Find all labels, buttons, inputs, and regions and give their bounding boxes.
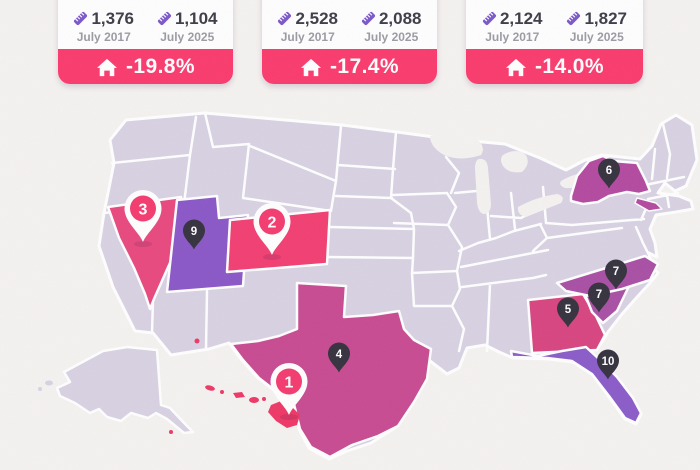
value-new: 1,104 July 2025: [146, 8, 230, 44]
svg-text:2: 2: [268, 215, 277, 232]
svg-text:5: 5: [565, 304, 572, 316]
state-alaska: [38, 345, 195, 435]
svg-text:1: 1: [285, 375, 294, 392]
svg-text:7: 7: [613, 266, 619, 278]
value-period: July 2025: [364, 30, 419, 44]
change-percent: -17.4%: [330, 54, 399, 78]
change-banner: -17.4%: [262, 49, 437, 84]
value-number: 1,827: [584, 8, 628, 28]
value-old: 2,124 July 2017: [470, 8, 555, 44]
svg-text:3: 3: [139, 202, 148, 219]
value-number: 1,104: [174, 8, 218, 28]
ruler-icon: [278, 11, 292, 26]
change-banner: -19.8%: [58, 49, 233, 84]
value-period: July 2017: [76, 30, 131, 44]
value-new: 1,827 July 2025: [555, 8, 640, 44]
ruler-icon: [74, 11, 88, 26]
ruler-icon: [361, 11, 375, 26]
state-florida: [509, 345, 643, 425]
value-period: July 2025: [160, 30, 215, 44]
stat-card-nevada: Nevada 2,124 July 2017: [466, 0, 643, 84]
ruler-icon: [157, 11, 171, 26]
ruler-icon: [482, 11, 496, 26]
svg-text:7: 7: [596, 289, 602, 301]
stat-card-colorado: Colorado 2,528 July 2017: [262, 0, 437, 84]
value-number: 2,088: [378, 8, 422, 28]
house-icon: [301, 58, 322, 76]
value-period: July 2025: [569, 30, 624, 44]
svg-text:10: 10: [602, 356, 615, 368]
svg-text:9: 9: [191, 226, 197, 238]
svg-text:6: 6: [606, 165, 612, 177]
stat-card-hawaii: Hawaii 1,376 July 2017: [58, 0, 233, 84]
value-number: 1,376: [91, 8, 135, 28]
change-percent: -19.8%: [126, 54, 195, 78]
value-period: July 2017: [485, 30, 540, 44]
value-number: 2,528: [295, 8, 339, 28]
value-new: 2,088 July 2025: [350, 8, 434, 44]
value-period: July 2017: [280, 30, 335, 44]
value-old: 1,376 July 2017: [62, 8, 146, 44]
house-icon: [97, 58, 118, 76]
ruler-icon: [567, 11, 581, 26]
svg-text:4: 4: [336, 349, 343, 361]
value-number: 2,124: [499, 8, 543, 28]
change-banner: -14.0%: [466, 49, 643, 84]
change-percent: -14.0%: [535, 54, 604, 78]
value-old: 2,528 July 2017: [266, 8, 350, 44]
house-icon: [506, 58, 527, 76]
